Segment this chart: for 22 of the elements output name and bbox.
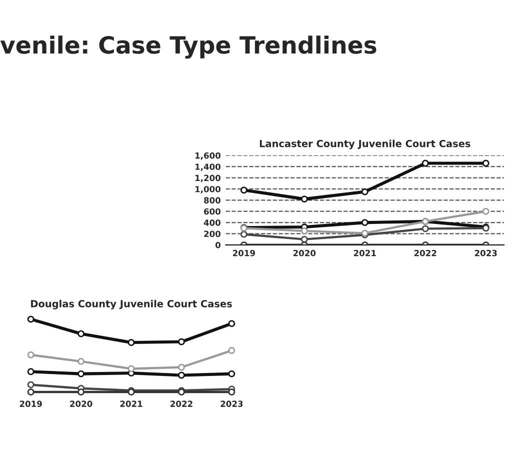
x-tick-label: 2020 [70, 400, 92, 407]
x-tick-label: 2023 [220, 400, 243, 407]
y-tick-label: 1,600 [195, 152, 220, 160]
y-tick-label: 600 [204, 208, 220, 215]
x-tick-label: 2022 [170, 400, 192, 407]
x-tick-label: 2019 [20, 400, 42, 407]
y-tick-label: 800 [204, 197, 220, 204]
x-tick-label: 2023 [474, 250, 497, 256]
chart-title: Lancaster County Juvenile Court Cases [260, 140, 470, 150]
x-tick-label: 2019 [232, 250, 255, 256]
y-tick-label: 1,200 [195, 174, 220, 182]
text: venile: Case Type Trendlines [0, 36, 376, 59]
x-tick-label: 2020 [293, 250, 316, 256]
y-tick-label: 1,000 [195, 186, 220, 194]
chart-title: Douglas County Juvenile Court Cases [31, 300, 232, 310]
x-tick-label: 2021 [354, 250, 376, 256]
x-tick-label: 2021 [120, 400, 142, 407]
x-tick-label: 2022 [414, 250, 436, 256]
y-tick-label: 200 [204, 230, 220, 238]
y-tick-label: 1,400 [195, 164, 220, 171]
y-tick-label: 400 [204, 220, 220, 226]
y-tick-label: 0 [215, 242, 220, 248]
